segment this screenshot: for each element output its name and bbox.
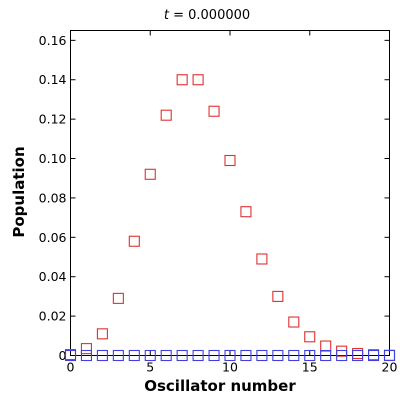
red-square-marker — [176, 74, 188, 86]
x-tick-label: 10 — [222, 360, 238, 375]
blue-square-marker — [80, 349, 92, 362]
y-axis-ticks: 0 0.02 0.04 0.06 0.08 0.10 0.12 0.14 0.16 — [39, 33, 390, 363]
red-square-marker — [128, 235, 140, 247]
blue-square-marker — [288, 349, 300, 362]
chart-title: t = 0.000000 — [164, 8, 250, 23]
x-axis-title: Oscillator number — [144, 377, 296, 395]
red-square-marker — [208, 105, 220, 117]
blue-square-marker — [176, 349, 188, 362]
data-markers — [64, 74, 396, 362]
red-square-marker — [112, 292, 124, 304]
blue-square-marker — [144, 349, 156, 362]
blue-square-marker — [128, 349, 140, 362]
red-square-marker — [160, 109, 172, 121]
red-square-marker — [288, 316, 300, 328]
y-axis-title: Population — [10, 146, 28, 237]
blue-square-marker — [112, 349, 124, 362]
blue-square-marker — [320, 349, 332, 362]
red-square-marker — [304, 331, 316, 343]
x-tick-label: 0 — [67, 360, 75, 375]
blue-square-marker — [352, 349, 364, 362]
blue-square-marker — [336, 349, 348, 362]
blue-square-marker — [208, 349, 220, 362]
chart-title-variable: t — [164, 8, 170, 23]
blue-square-marker — [367, 349, 380, 362]
blue-square-marker — [304, 349, 316, 362]
y-tick-label: 0.14 — [39, 72, 67, 87]
blue-square-marker — [96, 349, 108, 362]
blue-square-marker — [256, 349, 268, 362]
x-tick-label: 20 — [382, 360, 398, 375]
y-tick-label: 0.04 — [39, 269, 67, 284]
y-tick-label: 0.10 — [39, 151, 67, 166]
red-square-marker — [320, 340, 332, 352]
red-square-marker — [336, 345, 348, 357]
chart-title-value: 0.000000 — [188, 8, 250, 23]
blue-square-marker — [192, 349, 204, 362]
blue-square-marker — [240, 349, 252, 362]
red-square-marker — [367, 349, 380, 361]
y-tick-label: 0.08 — [39, 190, 67, 205]
blue-square-marker — [160, 349, 172, 362]
red-square-marker — [224, 154, 236, 167]
x-tick-label: 15 — [302, 360, 318, 375]
y-tick-label: 0.02 — [39, 309, 67, 324]
red-square-marker — [192, 74, 204, 86]
y-tick-label: 0.06 — [39, 230, 67, 245]
plot-frame — [70, 30, 390, 356]
red-square-marker — [80, 343, 92, 355]
red-square-marker — [240, 206, 252, 218]
chart-title-equals: = — [169, 8, 188, 23]
blue-square-marker — [272, 349, 284, 362]
red-square-marker — [144, 168, 156, 180]
x-axis-ticks: 0 5 10 15 20 — [67, 30, 398, 375]
blue-square-marker — [383, 349, 396, 362]
x-tick-label: 5 — [146, 360, 154, 375]
y-tick-label: 0 — [59, 348, 67, 363]
y-tick-label: 0.12 — [39, 112, 67, 127]
blue-square-marker — [64, 349, 77, 362]
red-square-marker — [256, 253, 268, 265]
y-tick-label: 0.16 — [39, 33, 67, 48]
red-square-marker — [272, 290, 284, 302]
red-square-marker — [96, 328, 108, 340]
blue-square-marker — [224, 349, 236, 362]
